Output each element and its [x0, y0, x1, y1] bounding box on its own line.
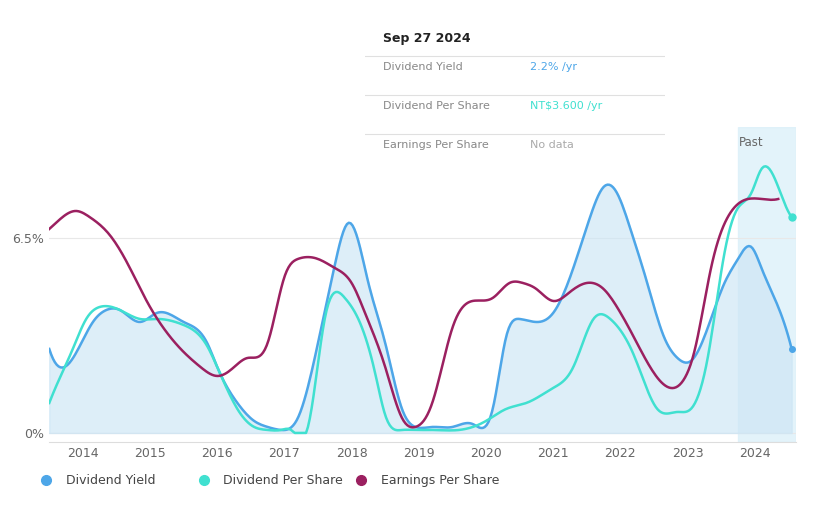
Text: NT$3.600 /yr: NT$3.600 /yr: [530, 101, 603, 111]
Text: Earnings Per Share: Earnings Per Share: [381, 473, 499, 487]
Text: No data: No data: [530, 140, 574, 150]
Text: Past: Past: [739, 137, 764, 149]
Text: Dividend Yield: Dividend Yield: [66, 473, 155, 487]
Text: 2.2% /yr: 2.2% /yr: [530, 62, 577, 72]
Text: Dividend Yield: Dividend Yield: [383, 62, 463, 72]
Text: Dividend Per Share: Dividend Per Share: [383, 101, 490, 111]
Bar: [738, 127, 796, 442]
Text: Dividend Per Share: Dividend Per Share: [223, 473, 343, 487]
Text: Earnings Per Share: Earnings Per Share: [383, 140, 489, 150]
Text: Sep 27 2024: Sep 27 2024: [383, 33, 471, 45]
